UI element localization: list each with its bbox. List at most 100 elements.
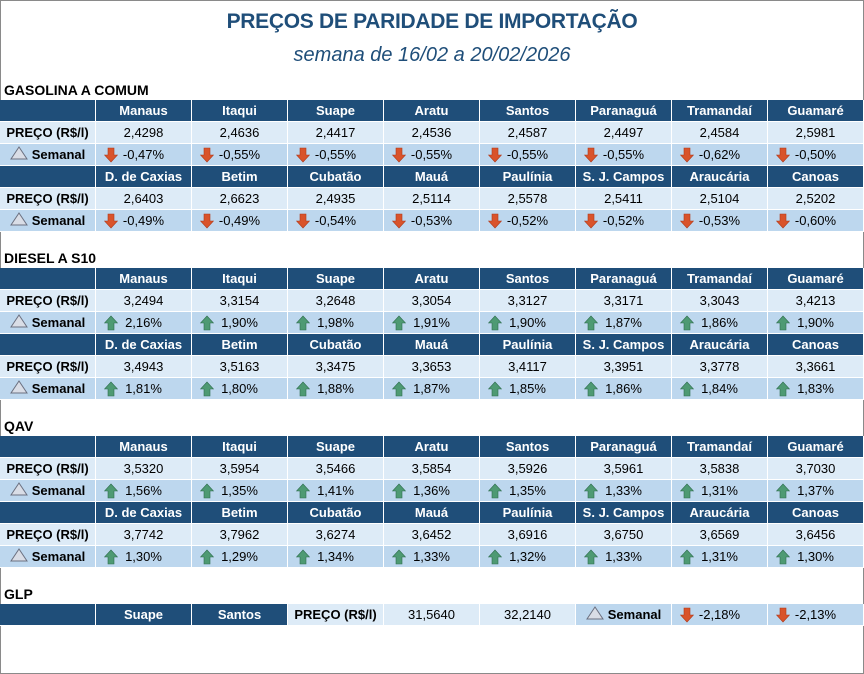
location-header: Manaus [96, 100, 192, 122]
price-value: 2,4298 [96, 122, 192, 144]
location-header: Araucária [672, 166, 768, 188]
weekly-change-value: 1,85% [509, 381, 546, 396]
arrow-down-icon [295, 213, 311, 236]
weekly-change: 1,84% [672, 378, 768, 400]
weekly-change-value: -0,55% [602, 147, 645, 162]
section-qav: QAV Manaus Itaqui Suape Aratu Santos Paranaguá… [0, 416, 864, 568]
weekly-change: 2,16% [96, 312, 192, 334]
location-header: Paulínia [480, 334, 576, 356]
price-row-label: PREÇO (R$/l) [0, 524, 96, 546]
price-value: 3,3127 [480, 290, 576, 312]
weekly-change: -0,60% [768, 210, 864, 232]
arrow-down-icon [679, 607, 695, 630]
price-value: 2,6403 [96, 188, 192, 210]
location-header: Araucária [672, 334, 768, 356]
weekly-change-value: 1,90% [509, 315, 546, 330]
weekly-label-text: Semanal [31, 483, 86, 498]
weekly-change: 1,34% [288, 546, 384, 568]
location-header: Canoas [768, 502, 864, 524]
price-value: 3,7742 [96, 524, 192, 546]
price-row-label: PREÇO (R$/l) [0, 356, 96, 378]
location-header: Paulínia [480, 502, 576, 524]
weekly-change: 1,56% [96, 480, 192, 502]
weekly-row-label: Semanal [0, 144, 96, 166]
arrow-up-icon [487, 549, 503, 572]
arrow-up-icon [199, 381, 215, 404]
weekly-change-value: 1,35% [221, 483, 258, 498]
weekly-change-value: 1,87% [605, 315, 642, 330]
arrow-up-icon [295, 381, 311, 404]
price-value: 3,6750 [576, 524, 672, 546]
arrow-up-icon [487, 483, 503, 506]
weekly-change-value: -2,13% [794, 607, 837, 622]
price-value: 3,4943 [96, 356, 192, 378]
weekly-change-value: 1,56% [125, 483, 162, 498]
price-value: 3,2494 [96, 290, 192, 312]
weekly-row-label: Semanal [576, 604, 672, 626]
weekly-change-value: 1,33% [413, 549, 450, 564]
price-value: 3,6274 [288, 524, 384, 546]
arrow-up-icon [295, 315, 311, 338]
location-header: Cubatão [288, 166, 384, 188]
weekly-change-value: 1,86% [605, 381, 642, 396]
weekly-change: 1,29% [192, 546, 288, 568]
weekly-change: 1,35% [480, 480, 576, 502]
arrow-up-icon [583, 381, 599, 404]
location-header: S. J. Campos [576, 334, 672, 356]
header-corner [0, 334, 96, 356]
price-value: 2,6623 [192, 188, 288, 210]
arrow-up-icon [679, 483, 695, 506]
location-header: Aratu [384, 436, 480, 458]
location-header: Mauá [384, 502, 480, 524]
location-header: S. J. Campos [576, 166, 672, 188]
weekly-label-text: Semanal [31, 549, 86, 564]
weekly-change-value: 1,80% [221, 381, 258, 396]
location-header: Suape [288, 100, 384, 122]
price-value: 2,5114 [384, 188, 480, 210]
arrow-up-icon [583, 315, 599, 338]
weekly-change: -0,47% [96, 144, 192, 166]
weekly-change-value: -2,18% [698, 607, 741, 622]
arrow-up-icon [295, 549, 311, 572]
location-header: Guamaré [768, 100, 864, 122]
weekly-change-value: -0,55% [410, 147, 453, 162]
location-header: Manaus [96, 436, 192, 458]
weekly-change-value: -0,53% [410, 213, 453, 228]
price-value: 2,5104 [672, 188, 768, 210]
weekly-change-value: 1,29% [221, 549, 258, 564]
location-header: Paranaguá [576, 268, 672, 290]
weekly-change-value: 1,83% [797, 381, 834, 396]
weekly-change-value: -0,53% [698, 213, 741, 228]
weekly-change: -0,53% [384, 210, 480, 232]
arrow-up-icon [391, 483, 407, 506]
weekly-change: 1,41% [288, 480, 384, 502]
delta-triangle-icon [9, 145, 28, 167]
weekly-change-value: 1,90% [797, 315, 834, 330]
arrow-up-icon [103, 315, 119, 338]
arrow-down-icon [679, 147, 695, 170]
weekly-change: -0,55% [288, 144, 384, 166]
arrow-up-icon [583, 483, 599, 506]
arrow-down-icon [391, 213, 407, 236]
arrow-up-icon [775, 483, 791, 506]
weekly-change: 1,36% [384, 480, 480, 502]
arrow-down-icon [583, 213, 599, 236]
price-row-label: PREÇO (R$/l) [0, 122, 96, 144]
arrow-up-icon [199, 315, 215, 338]
weekly-change: 1,31% [672, 546, 768, 568]
arrow-up-icon [103, 381, 119, 404]
weekly-change: -0,55% [192, 144, 288, 166]
section-title: DIESEL A S10 [4, 250, 97, 266]
location-header: Paranaguá [576, 100, 672, 122]
price-table: D. de Caxias Betim Cubatão Mauá Paulínia S. J… [0, 166, 864, 232]
price-value: 2,4584 [672, 122, 768, 144]
weekly-label-text: Semanal [31, 147, 86, 162]
location-header: Araucária [672, 502, 768, 524]
arrow-up-icon [487, 315, 503, 338]
arrow-down-icon [103, 147, 119, 170]
location-header: Itaqui [192, 268, 288, 290]
arrow-up-icon [775, 549, 791, 572]
location-header: Santos [192, 604, 288, 626]
price-value: 2,4636 [192, 122, 288, 144]
weekly-label-text: Semanal [31, 213, 86, 228]
